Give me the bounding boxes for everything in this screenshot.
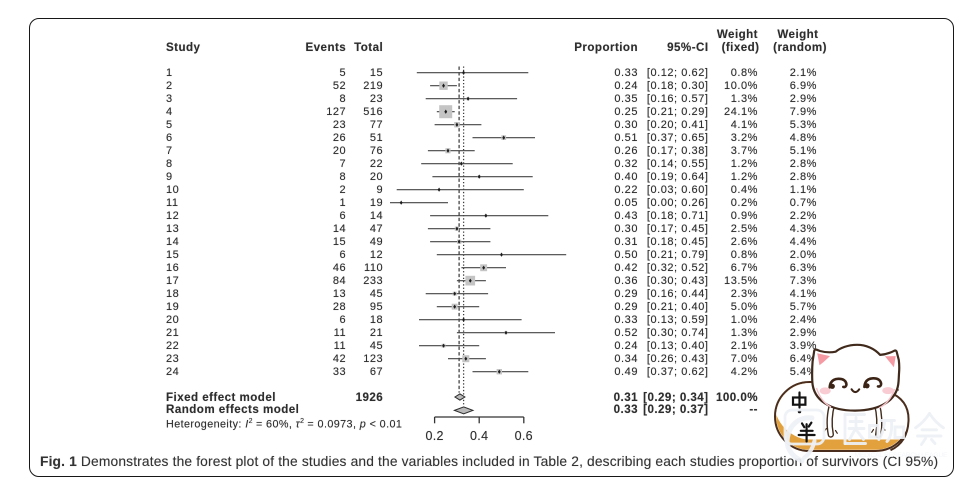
svg-text:MEDICAL RESEARCH LEAGUE: MEDICAL RESEARCH LEAGUE: [855, 452, 949, 459]
